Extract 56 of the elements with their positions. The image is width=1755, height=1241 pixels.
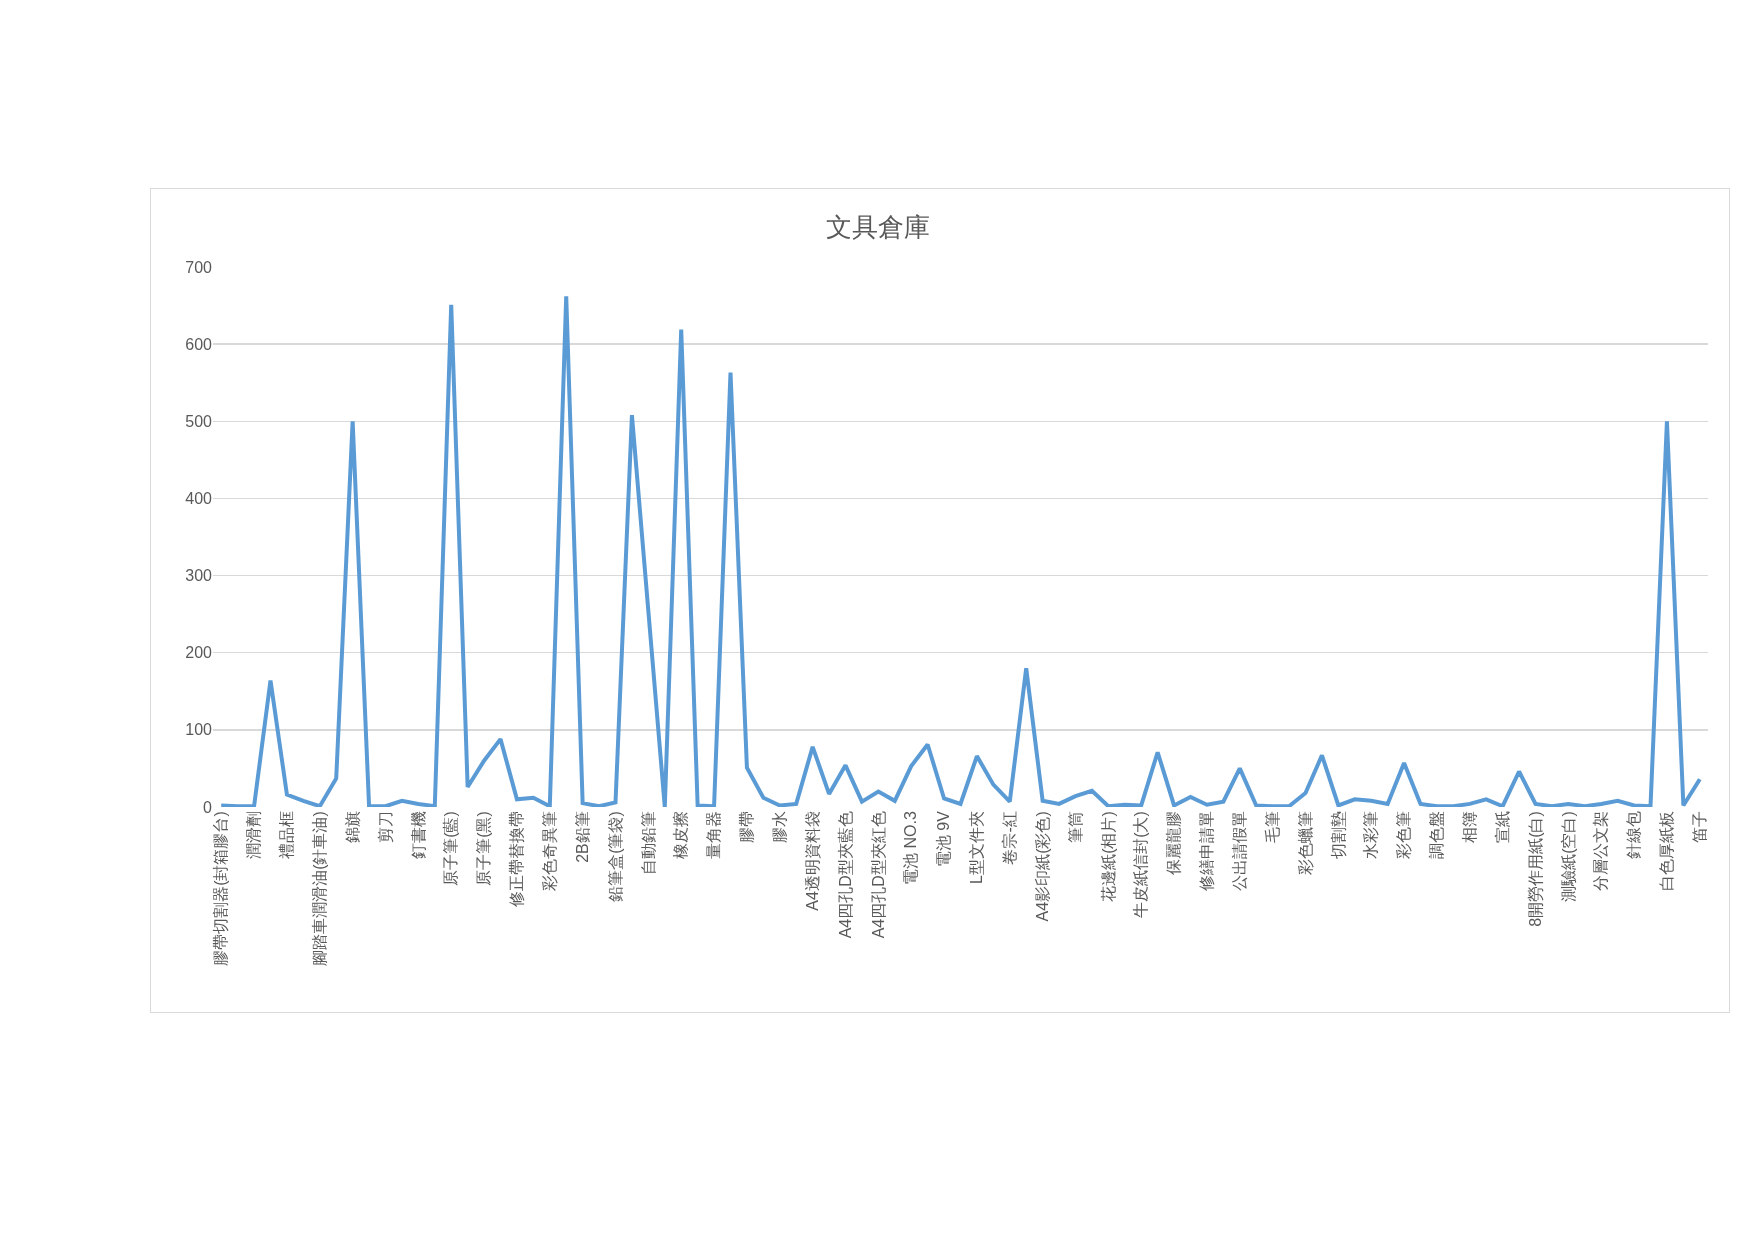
- x-tick-label: 笛子: [1690, 811, 1708, 844]
- x-tick-label: 牛皮紙信封(大): [1132, 811, 1150, 918]
- x-tick-label: 橡皮擦: [672, 811, 690, 860]
- x-tick-label: 鉛筆盒(筆袋): [606, 811, 624, 902]
- x-tick-label: 相簿: [1460, 811, 1478, 844]
- y-tick-label: 200: [185, 644, 213, 662]
- x-tick-label: 修繕申請單: [1198, 811, 1216, 892]
- x-tick-label: 彩色蠟筆: [1296, 811, 1314, 876]
- x-tick-label: 量角器: [705, 811, 723, 860]
- x-tick-label: 釘書機: [409, 811, 427, 860]
- y-tick-label: 500: [185, 412, 213, 430]
- x-tick-label: 調色盤: [1428, 811, 1446, 860]
- x-tick-label: 白色厚紙板: [1658, 811, 1676, 892]
- x-tick-label: 花邊紙(相片): [1099, 811, 1117, 902]
- line-series: [219, 294, 1702, 807]
- x-tick-label: 電池 NO.3: [902, 811, 920, 885]
- x-tick-label: 彩色筆: [1395, 811, 1413, 860]
- x-tick-label: 禮品框: [278, 811, 296, 860]
- x-tick-label: 膠帶: [738, 811, 756, 844]
- y-tick-label: 0: [203, 798, 213, 816]
- x-tick-label: 筆筒: [1066, 811, 1084, 844]
- x-tick-label: 膠水: [770, 811, 788, 844]
- x-tick-label: 8開勞作用紙(白): [1526, 811, 1544, 927]
- x-tick-label: 測驗紙(空白): [1559, 811, 1577, 902]
- y-tick-label: 600: [185, 335, 213, 353]
- y-tick-label: 700: [185, 258, 213, 276]
- y-tick-label: 300: [185, 567, 213, 585]
- x-tick-label: 卷宗-紅: [1000, 811, 1018, 865]
- x-tick-label: 原子筆(黑): [475, 811, 493, 886]
- y-tick-label: 400: [185, 490, 213, 508]
- x-tick-label: 原子筆(藍): [442, 811, 460, 886]
- x-tick-label: 剪刀: [376, 811, 394, 844]
- x-tick-label: 保麗龍膠: [1165, 811, 1183, 876]
- x-tick-label: A4透明資料袋: [803, 811, 821, 911]
- x-tick-label: 潤滑劑: [245, 811, 263, 860]
- x-tick-label: 膠帶切割器(封箱膠台): [212, 811, 230, 966]
- y-tick-label: 100: [185, 721, 213, 739]
- x-tick-label: 電池 9V: [935, 810, 953, 868]
- x-tick-label: 分層公文架: [1592, 811, 1610, 892]
- x-tick-label: 公出請假單: [1230, 811, 1248, 892]
- x-tick-label: 腳踏車潤滑油(針車油): [310, 811, 328, 966]
- x-tick-label: 修正帶替換帶: [508, 811, 526, 908]
- x-tick-label: 切割墊: [1329, 811, 1347, 860]
- x-tick-label: 針線包: [1625, 811, 1643, 860]
- x-tick-label: 宣紙: [1493, 811, 1511, 844]
- x-tick-label: A4四孔D型夾紅色: [869, 811, 887, 939]
- x-tick-label: 水彩筆: [1362, 811, 1380, 860]
- x-tick-label: 2B鉛筆: [573, 811, 591, 863]
- chart-title: 文具倉庫: [825, 212, 930, 243]
- x-tick-label: A4影印紙(彩色): [1033, 811, 1051, 922]
- x-tick-label: A4四孔D型夾藍色: [836, 811, 854, 939]
- x-tick-label: 彩色奇異筆: [540, 811, 558, 892]
- x-tick-label: 錦旗: [343, 811, 361, 844]
- x-tick-label: 毛筆: [1263, 811, 1281, 844]
- x-tick-label: 自動鉛筆: [639, 811, 657, 876]
- x-tick-label: L型文件夾: [968, 811, 986, 885]
